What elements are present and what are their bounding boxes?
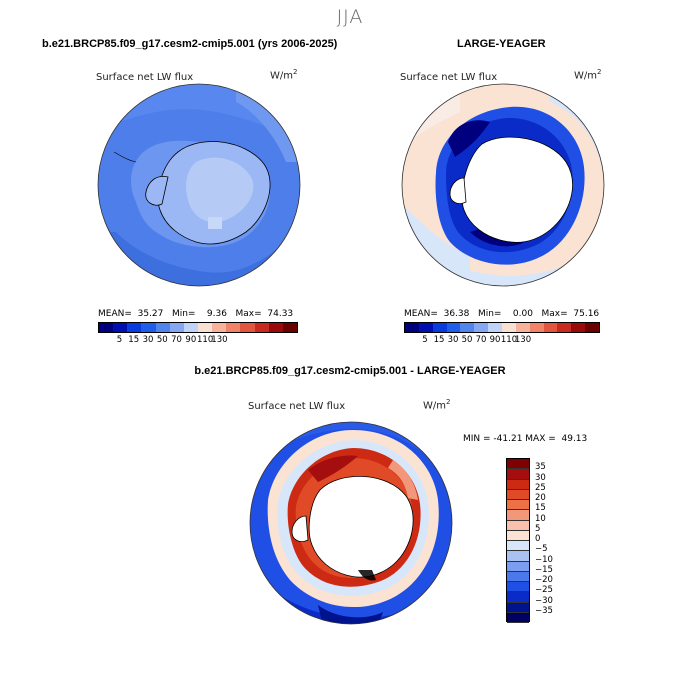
colorbar-tick-label: 50: [461, 335, 473, 345]
colorbar-swatch: [507, 530, 529, 541]
colorbar-swatch: [515, 323, 530, 332]
colorbar-swatch: [507, 489, 529, 500]
colorbar-tick-label: −15: [535, 564, 553, 575]
panel3-colorbar: [506, 458, 530, 623]
colorbar-tick-label: 5: [535, 523, 541, 534]
colorbar-swatch: [507, 541, 529, 552]
colorbar-tick-label: 30: [447, 335, 459, 345]
panel1-variable: Surface net LW flux: [96, 72, 194, 83]
colorbar-tick-label: 70: [171, 335, 182, 345]
colorbar-swatch: [529, 323, 544, 332]
panel3-title: b.e21.BRCP85.f09_g17.cesm2-cmip5.001 - L…: [194, 365, 506, 377]
panel1-polar-map: [97, 83, 301, 287]
colorbar-swatch: [488, 323, 503, 332]
colorbar-tick-label: 90: [489, 335, 501, 345]
colorbar-tick-label: 5: [116, 335, 123, 345]
colorbar-swatch: [507, 520, 529, 531]
colorbar-swatch: [183, 323, 198, 332]
colorbar-tick-label: 0: [535, 534, 541, 544]
panel1-stats: MEAN= 35.27 Min= 9.36 Max= 74.33: [98, 309, 294, 319]
colorbar-swatch: [155, 323, 170, 332]
colorbar-swatch: [507, 602, 529, 613]
colorbar-tick-label: −10: [535, 554, 553, 565]
colorbar-swatch: [418, 323, 433, 332]
colorbar-tick-label: 15: [433, 335, 445, 345]
colorbar-swatch: [432, 323, 447, 332]
panel2-polar-map: [401, 83, 605, 287]
colorbar-swatch: [502, 323, 516, 332]
colorbar-tick-label: −35: [535, 605, 553, 616]
panel3-colorbar-labels: 35 30 25 20 15 10 5 0 −5 −10 −15 −20 −25 −30 −35: [535, 458, 575, 622]
colorbar-tick-label: 10: [535, 513, 546, 524]
colorbar-tick-label: −5: [535, 544, 548, 555]
colorbar-swatch: [212, 323, 227, 332]
colorbar-tick-label: 90: [185, 335, 197, 345]
colorbar-tick-label: −20: [535, 575, 553, 585]
panel1-units: W/m2: [270, 68, 298, 82]
colorbar-swatch: [197, 323, 213, 332]
colorbar-swatch: [585, 323, 600, 332]
colorbar-tick-label: 50: [156, 335, 168, 345]
colorbar-swatch: [113, 323, 128, 332]
panel3-variable: Surface net LW flux: [248, 401, 346, 412]
colorbar-swatch: [446, 323, 461, 332]
panel1-colorbar-labels: 5 15 30 50 70 90 110 130: [98, 335, 298, 347]
colorbar-tick-label: 30: [142, 335, 154, 345]
colorbar-swatch: [507, 582, 529, 593]
colorbar-swatch: [507, 500, 529, 511]
colorbar-swatch: [507, 551, 529, 562]
colorbar-swatch: [405, 323, 419, 332]
colorbar-tick-label: 35: [535, 462, 546, 473]
panel3-units: W/m2: [423, 398, 451, 412]
colorbar-swatch: [268, 323, 283, 332]
colorbar-tick-label: 130: [514, 335, 532, 345]
colorbar-tick-label: 15: [535, 503, 546, 514]
panel1-title: b.e21.BRCP85.f09_g17.cesm2-cmip5.001 (yr…: [42, 38, 338, 50]
colorbar-tick-label: 15: [128, 335, 140, 345]
colorbar-tick-label: 130: [211, 335, 228, 345]
colorbar-tick-label: 25: [535, 482, 546, 493]
colorbar-tick-label: 110: [197, 335, 214, 345]
colorbar-tick-label: 30: [535, 472, 546, 483]
colorbar-tick-label: 20: [535, 493, 546, 503]
colorbar-swatch: [507, 479, 529, 490]
colorbar-swatch: [474, 323, 489, 332]
colorbar-swatch: [254, 323, 269, 332]
panel2-units: W/m2: [574, 68, 602, 82]
panel3-stats: MIN = -41.21 MAX = 49.13: [463, 434, 588, 444]
panel2-colorbar-labels: 5 15 30 50 70 90 110 130: [404, 335, 600, 347]
colorbar-tick-label: 70: [475, 335, 487, 345]
panel2-title: LARGE-YEAGER: [457, 38, 546, 50]
colorbar-swatch: [240, 323, 255, 332]
colorbar-swatch: [99, 323, 114, 332]
colorbar-swatch: [507, 561, 529, 572]
panel3-polar-map: [249, 421, 453, 625]
panel2-colorbar: [404, 322, 600, 333]
colorbar-swatch: [169, 323, 184, 332]
colorbar-tick-label: −30: [535, 595, 553, 606]
colorbar-swatch: [543, 323, 558, 332]
colorbar-swatch: [141, 323, 156, 332]
colorbar-tick-label: 5: [422, 335, 428, 345]
colorbar-swatch: [127, 323, 142, 332]
panel2-variable: Surface net LW flux: [400, 72, 498, 83]
colorbar-swatch: [507, 469, 529, 480]
colorbar-swatch: [226, 323, 241, 332]
colorbar-tick-label: −25: [535, 585, 553, 596]
colorbar-swatch: [507, 592, 529, 603]
colorbar-swatch: [571, 323, 586, 332]
colorbar-tick-label: 110: [500, 335, 518, 345]
panel1-colorbar: [98, 322, 298, 333]
colorbar-swatch: [282, 323, 297, 332]
colorbar-swatch: [557, 323, 572, 332]
colorbar-swatch: [507, 612, 529, 623]
panel2-stats: MEAN= 36.38 Min= 0.00 Max= 75.16: [404, 309, 600, 319]
colorbar-swatch: [507, 510, 529, 521]
colorbar-swatch: [460, 323, 475, 332]
season-title: JJA: [336, 6, 364, 28]
colorbar-swatch: [507, 459, 529, 470]
colorbar-swatch: [507, 571, 529, 582]
